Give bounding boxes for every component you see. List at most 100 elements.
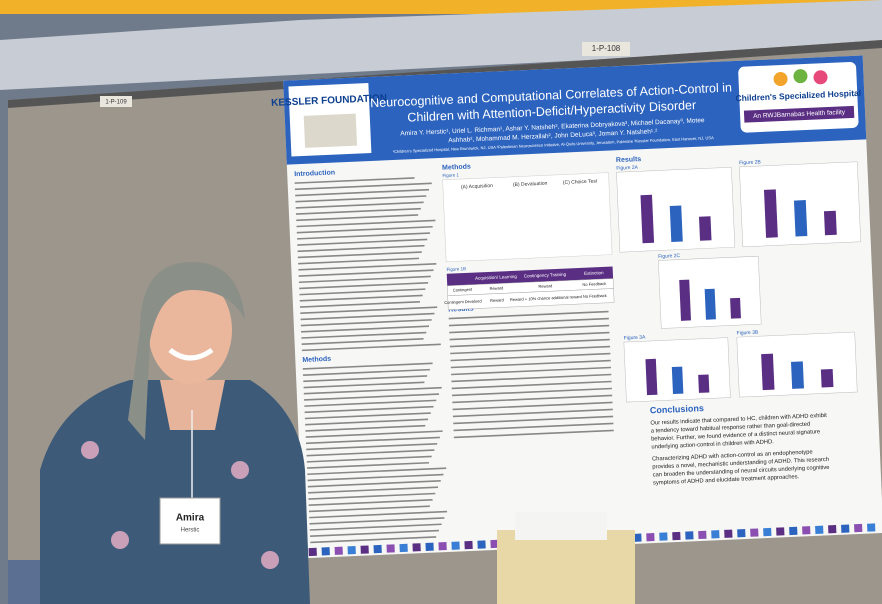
- border-square: [334, 546, 343, 555]
- border-square: [841, 524, 850, 533]
- board-label: 1-P-109: [105, 100, 127, 106]
- text-line: [305, 418, 429, 426]
- text-line: [451, 366, 612, 376]
- text-line: [301, 331, 427, 339]
- text-line: [298, 263, 437, 271]
- table-cell: Contingent Devalued: [444, 298, 482, 305]
- border-square: [633, 533, 642, 542]
- logo-text: KESSLER FOUNDATION: [271, 93, 387, 109]
- section-heading: Introduction: [294, 169, 335, 178]
- text-line: [307, 480, 441, 488]
- text-line: [299, 282, 429, 290]
- text-line: [294, 182, 432, 191]
- section-heading: Results: [616, 156, 642, 164]
- table-cell: Reward: [490, 297, 504, 303]
- poster: KESSLER FOUNDATION Neurocognitive and Co…: [271, 55, 882, 559]
- text-line: [452, 387, 612, 397]
- neck: [160, 380, 225, 430]
- figure-bar: [645, 358, 658, 396]
- section-heading: Results: [448, 305, 474, 313]
- table: Acquisition/ Learning Contingency Trainin…: [444, 266, 615, 310]
- headscarf: [128, 262, 245, 440]
- dress-flower: [111, 531, 129, 549]
- dress-flower: [81, 441, 99, 459]
- text-line: [294, 177, 415, 184]
- section-heading: Methods: [442, 163, 471, 171]
- text-line: [307, 461, 429, 469]
- text-line: [309, 517, 445, 525]
- text-line: [299, 288, 426, 296]
- table-header: Contingency Training: [524, 272, 567, 279]
- text-line: [297, 251, 422, 259]
- border-square: [360, 545, 369, 554]
- border-square: [776, 527, 785, 536]
- figure-bar: [640, 194, 655, 244]
- text-line: [453, 415, 614, 425]
- logo-figure: [813, 70, 828, 85]
- text-line: [449, 331, 610, 341]
- figure-panel: (A) Acquisition: [461, 183, 493, 190]
- text-line: [297, 232, 430, 240]
- figure-bar: [669, 205, 683, 242]
- table-header-bg: [446, 266, 614, 286]
- figure-label: Figure 2B: [739, 159, 762, 166]
- text-line: [450, 352, 611, 362]
- figure-label: Figure 3A: [624, 334, 647, 341]
- figure-bar: [820, 369, 834, 388]
- border-square: [672, 531, 681, 541]
- text-line: [309, 510, 448, 519]
- text-line: [452, 394, 613, 404]
- flyer: [515, 512, 607, 540]
- text-line: [298, 257, 420, 265]
- border-square: [490, 539, 499, 549]
- person: Amira Herstic: [40, 262, 310, 604]
- text-line: [310, 536, 437, 544]
- text-line: [303, 375, 428, 383]
- table-header: Extinction: [584, 270, 604, 276]
- text-line: [297, 238, 428, 246]
- table-cell: Reward: [538, 283, 552, 289]
- text-line: [303, 386, 442, 395]
- dress-flower: [231, 461, 249, 479]
- logo-figure: [793, 69, 808, 84]
- border-square: [737, 529, 746, 538]
- figure-bar: [704, 288, 716, 320]
- text-line: [304, 405, 434, 414]
- text-line: [301, 325, 430, 333]
- text-line: [306, 442, 438, 451]
- poster-sheet: [283, 55, 882, 559]
- board-tag: [582, 42, 630, 56]
- border-square: [464, 540, 473, 550]
- logo-tagline: An RWJBarnabas Health facility: [753, 109, 846, 120]
- text-line: [298, 269, 434, 277]
- section-heading: Conclusions: [650, 403, 704, 415]
- text-line: [295, 195, 427, 203]
- border-square: [685, 531, 694, 540]
- board-tag: [100, 96, 132, 107]
- border-square: [828, 525, 837, 534]
- border-square: [815, 525, 824, 534]
- border-square: [724, 529, 733, 538]
- poster-header: [283, 55, 867, 165]
- border-square: [425, 542, 434, 551]
- text-line: [452, 408, 613, 418]
- text-line: [305, 430, 443, 438]
- text-line: [307, 467, 447, 476]
- text-line: [450, 359, 611, 369]
- figure-bar: [763, 189, 778, 238]
- text-line: [307, 473, 444, 482]
- border-square: [438, 542, 447, 551]
- table-cell: Reward + 10% chance additional reward: [510, 294, 582, 302]
- text-line: [296, 214, 419, 222]
- text-line: [308, 499, 433, 507]
- figure-bar: [823, 210, 837, 236]
- table-cell: No Feedback: [582, 281, 606, 287]
- logo-band: [743, 105, 855, 123]
- figure-label: Figure 3B: [736, 330, 759, 337]
- text-line: [296, 225, 433, 234]
- flyer-holder: [497, 530, 635, 604]
- text-line: [306, 455, 432, 463]
- dress: [40, 380, 310, 604]
- text-line: [295, 188, 430, 197]
